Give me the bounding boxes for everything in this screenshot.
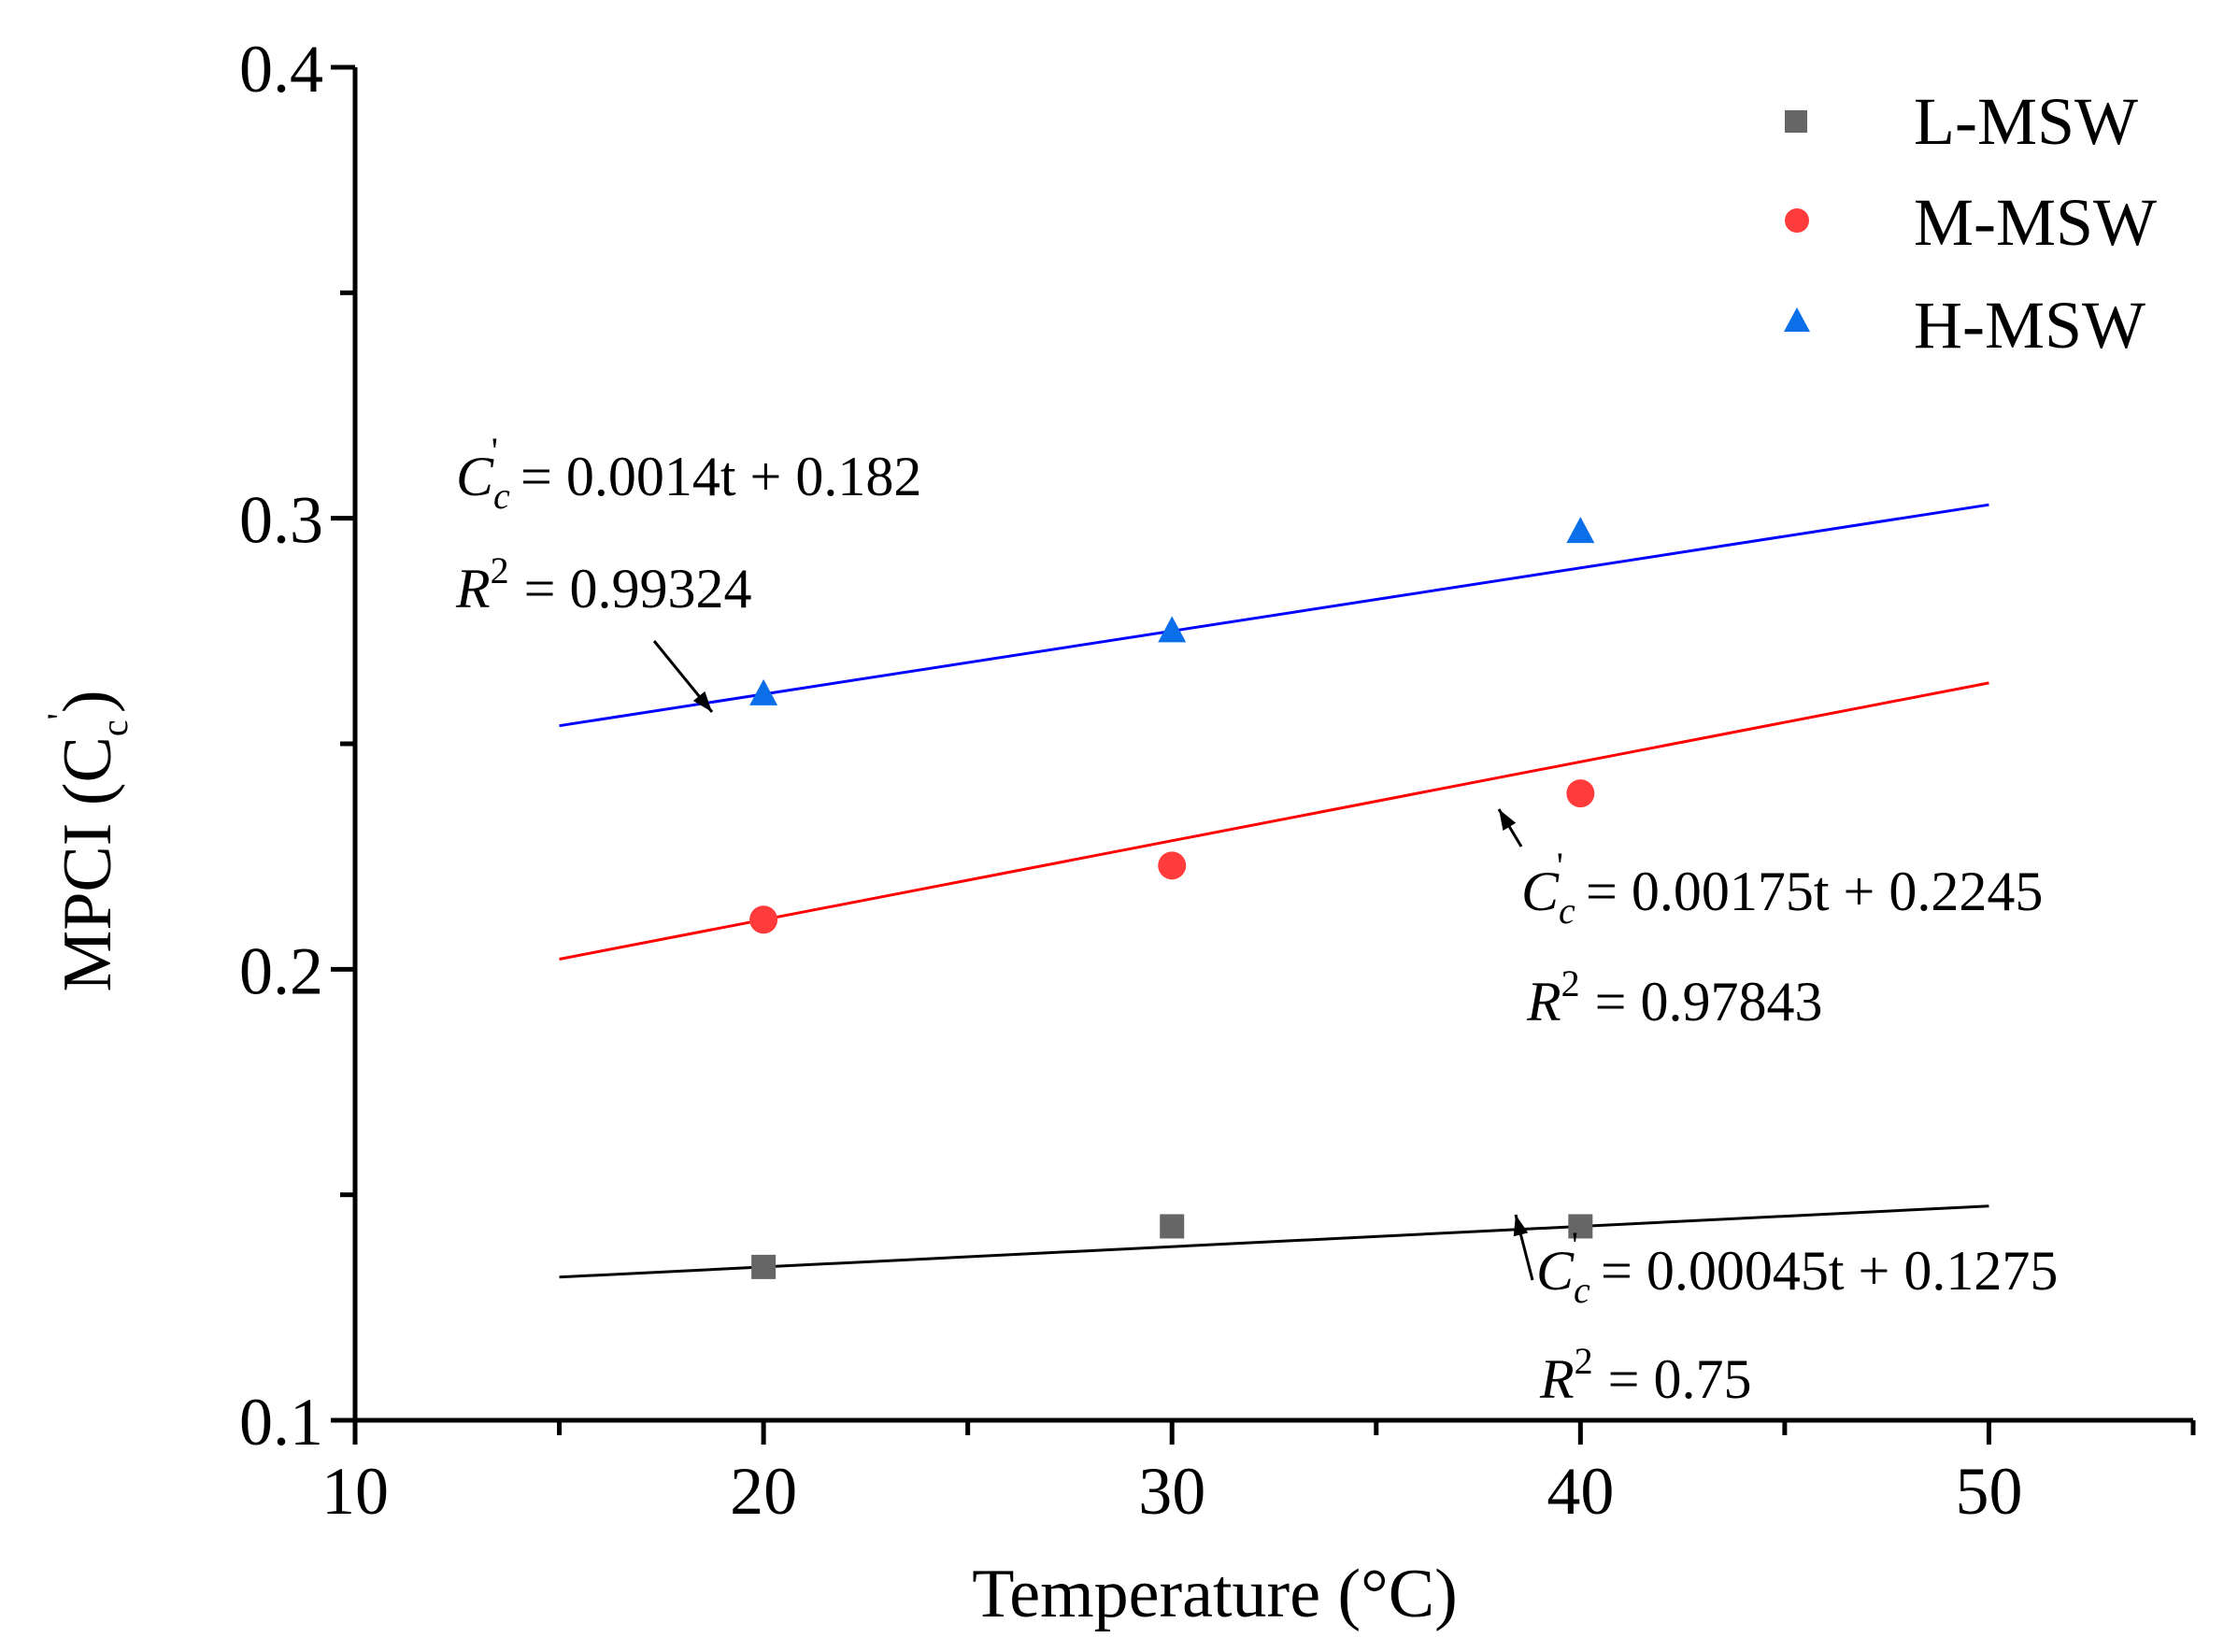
x-axis-title: Temperature (°C) <box>972 1556 1458 1632</box>
y-tick-label: 0.4 <box>239 32 323 107</box>
fit-lines <box>559 503 1989 1279</box>
annotation-h-msw: Cc' = 0.0014t + 0.182 R2 = 0.99324 <box>455 430 921 620</box>
x-tick-label: 20 <box>730 1454 797 1529</box>
annotation-arrows <box>652 640 1534 1281</box>
fit-line-l-msw <box>559 1204 1989 1279</box>
point-l-msw <box>751 1254 777 1279</box>
annotation-m-msw: Cc' = 0.00175t + 0.2245 R2 = 0.97843 <box>1521 845 2043 1032</box>
legend-label-m-msw: M-MSW <box>1914 185 2157 260</box>
annotation-l-msw: Cc' = 0.00045t + 0.1275 R2 = 0.75 <box>1536 1224 2058 1410</box>
point-h-msw <box>749 678 778 705</box>
y-axis-ticks: 0.1 0.2 0.3 0.4 <box>239 32 355 1460</box>
x-tick-label: 50 <box>1955 1454 2022 1529</box>
legend-label-h-msw: H-MSW <box>1914 288 2145 363</box>
axes <box>352 67 2193 1423</box>
arrow-l-msw <box>1513 1214 1534 1281</box>
point-m-msw <box>749 905 778 934</box>
equation-m-msw: Cc' = 0.00175t + 0.2245 <box>1521 845 2043 932</box>
arrow-h-msw-head <box>692 691 712 712</box>
point-h-msw <box>1566 517 1595 544</box>
legend-marker-m-msw <box>1785 208 1809 233</box>
equation-h-msw: Cc' = 0.0014t + 0.182 <box>456 430 921 517</box>
r-squared-l-msw: R2 = 0.75 <box>1539 1340 1752 1410</box>
equation-l-msw: Cc' = 0.00045t + 0.1275 <box>1536 1224 2058 1311</box>
point-l-msw <box>1160 1214 1185 1239</box>
arrow-m-msw <box>1497 808 1523 847</box>
r-squared-h-msw: R2 = 0.99324 <box>455 549 752 620</box>
legend-marker-l-msw <box>1785 110 1807 133</box>
y-tick-label: 0.3 <box>239 483 323 558</box>
x-tick-label: 40 <box>1547 1454 1614 1529</box>
r-squared-m-msw: R2 = 0.97843 <box>1526 962 1823 1032</box>
fit-line-m-msw <box>559 681 1989 961</box>
x-tick-label: 30 <box>1138 1454 1205 1529</box>
arrow-l-msw-head <box>1513 1215 1529 1237</box>
data-markers <box>749 517 1595 1279</box>
x-axis-ticks: 10 20 30 40 50 <box>321 1420 2196 1529</box>
arrow-h-msw <box>652 640 714 713</box>
arrow-m-msw-head <box>1499 809 1517 831</box>
y-axis-title: MPCI (Cc') <box>39 690 135 991</box>
y-tick-label: 0.1 <box>239 1385 323 1460</box>
legend: L-MSW M-MSW H-MSW <box>1784 84 2157 363</box>
x-tick-label: 10 <box>321 1454 389 1529</box>
legend-marker-h-msw <box>1784 307 1810 332</box>
point-m-msw <box>1158 851 1187 880</box>
y-tick-label: 0.2 <box>239 933 323 1008</box>
legend-label-l-msw: L-MSW <box>1914 84 2138 159</box>
fit-line-h-msw <box>559 503 1989 728</box>
point-m-msw <box>1566 779 1595 808</box>
point-l-msw <box>1568 1214 1593 1239</box>
point-h-msw <box>1158 616 1187 643</box>
